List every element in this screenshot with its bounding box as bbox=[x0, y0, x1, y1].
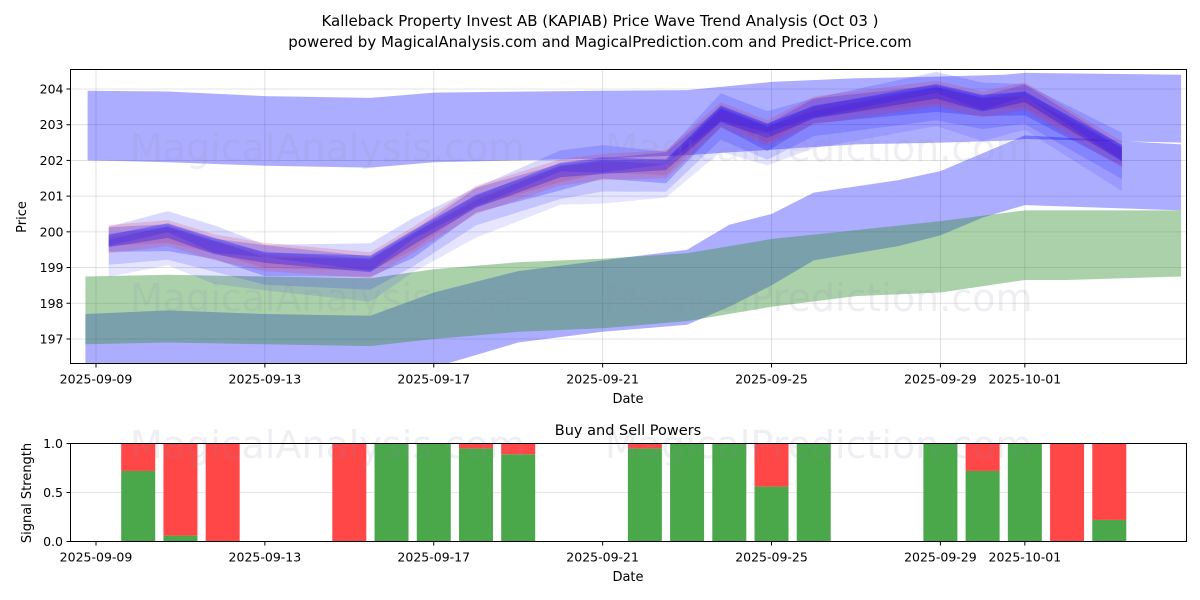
buy-bar bbox=[121, 470, 156, 542]
x-tick-label: 2025-10-01 bbox=[989, 372, 1062, 387]
buy-bar bbox=[374, 443, 409, 542]
upper-envelope-band bbox=[87, 72, 1182, 168]
y-tick-label: 0.0 bbox=[43, 534, 63, 549]
buy-bar bbox=[501, 454, 536, 542]
wave-band-blue bbox=[108, 87, 1122, 290]
x-tick-label: 2025-09-29 bbox=[904, 372, 977, 387]
x-tick-label: 2025-09-29 bbox=[904, 550, 977, 565]
sell-bar bbox=[501, 443, 536, 455]
y-tick-label: 203 bbox=[40, 117, 64, 132]
sell-bar bbox=[754, 443, 789, 487]
sell-bar bbox=[163, 443, 198, 536]
price-wave-chart: MagicalAnalysis.com MagicalPrediction.co… bbox=[15, 69, 1187, 407]
signal-x-label: Date bbox=[612, 570, 643, 585]
x-tick-label: 2025-09-21 bbox=[566, 372, 639, 387]
watermark: MagicalPrediction.com bbox=[605, 276, 1033, 320]
price-x-axis: 2025-09-09 2025-09-13 2025-09-17 2025-09-21… bbox=[60, 363, 1062, 387]
buy-sell-title: Buy and Sell Powers bbox=[555, 423, 701, 439]
sell-bar bbox=[1092, 443, 1127, 520]
buy-bar bbox=[1092, 519, 1127, 542]
y-tick-label: 202 bbox=[40, 153, 64, 168]
buy-bar bbox=[965, 470, 1000, 542]
wave-band-blue bbox=[108, 71, 1122, 271]
sell-bar bbox=[458, 443, 493, 449]
x-tick-label: 2025-09-13 bbox=[229, 550, 302, 565]
y-tick-label: 1.0 bbox=[43, 436, 63, 451]
sell-bar bbox=[965, 443, 1000, 471]
price-y-label: Price bbox=[15, 201, 30, 233]
buy-bar bbox=[670, 443, 705, 542]
y-tick-label: 198 bbox=[40, 296, 64, 311]
wave-band-red bbox=[108, 80, 1122, 271]
wave-band-blue bbox=[108, 86, 1122, 302]
y-tick-label: 200 bbox=[40, 224, 64, 239]
price-y-axis: 197 198 199 200 201 202 203 204 bbox=[40, 82, 71, 346]
y-tick-label: 0.5 bbox=[43, 485, 63, 500]
buy-bar bbox=[754, 486, 789, 542]
x-tick-label: 2025-09-17 bbox=[397, 372, 470, 387]
y-tick-label: 199 bbox=[40, 260, 64, 275]
x-tick-label: 2025-09-09 bbox=[60, 372, 133, 387]
y-tick-label: 201 bbox=[40, 189, 64, 204]
signal-bars bbox=[121, 443, 1127, 542]
watermark: MagicalAnalysis.com bbox=[130, 276, 525, 320]
watermark: MagicalAnalysis.com bbox=[130, 126, 525, 170]
sell-bar bbox=[627, 443, 662, 449]
envelope-bands bbox=[85, 72, 1182, 364]
y-tick-label: 197 bbox=[40, 331, 64, 346]
buy-bar bbox=[416, 443, 451, 542]
buy-bar bbox=[458, 448, 493, 542]
buy-bar bbox=[796, 443, 831, 542]
watermark: MagicalPrediction.com bbox=[605, 126, 1033, 170]
wave-band-red bbox=[108, 88, 1122, 279]
x-tick-label: 2025-09-25 bbox=[735, 550, 808, 565]
signal-y-axis: 0.0 0.5 1.0 bbox=[43, 436, 71, 549]
chart-subtitle: powered by MagicalAnalysis.com and Magic… bbox=[288, 33, 912, 51]
sell-bar bbox=[1050, 443, 1085, 542]
wave-band-blue bbox=[108, 84, 1122, 277]
x-tick-label: 2025-09-21 bbox=[566, 550, 639, 565]
sell-bar bbox=[121, 443, 156, 471]
x-tick-label: 2025-09-09 bbox=[60, 550, 133, 565]
buy-bar bbox=[1007, 443, 1042, 542]
price-plot-frame bbox=[70, 69, 1187, 364]
x-tick-label: 2025-09-17 bbox=[397, 550, 470, 565]
buy-bar bbox=[627, 448, 662, 542]
watermark: MagicalPrediction.com bbox=[605, 423, 1033, 467]
price-grid bbox=[70, 69, 1187, 364]
signal-y-label: Signal Strength bbox=[20, 443, 35, 543]
buy-sell-chart: Buy and Sell Powers MagicalAnalysis.com … bbox=[20, 423, 1187, 585]
x-tick-label: 2025-09-25 bbox=[735, 372, 808, 387]
sell-bar bbox=[205, 443, 240, 542]
buy-bar bbox=[923, 443, 958, 542]
lower-envelope-green-band bbox=[85, 210, 1182, 347]
y-tick-label: 204 bbox=[40, 82, 64, 97]
signal-x-axis: 2025-09-09 2025-09-13 2025-09-17 2025-09-21… bbox=[60, 541, 1062, 565]
buy-bar bbox=[163, 535, 198, 542]
chart-title: Kalleback Property Invest AB (KAPIAB) Pr… bbox=[321, 12, 878, 30]
wave-bands bbox=[108, 71, 1122, 302]
price-x-label: Date bbox=[612, 392, 643, 407]
sell-bar bbox=[332, 443, 367, 542]
x-tick-label: 2025-10-01 bbox=[989, 550, 1062, 565]
wave-band-blue bbox=[108, 84, 1122, 273]
x-tick-label: 2025-09-13 bbox=[229, 372, 302, 387]
lower-envelope-blue-band bbox=[85, 135, 1182, 364]
watermark: MagicalAnalysis.com bbox=[130, 423, 525, 467]
buy-bar bbox=[712, 443, 747, 542]
